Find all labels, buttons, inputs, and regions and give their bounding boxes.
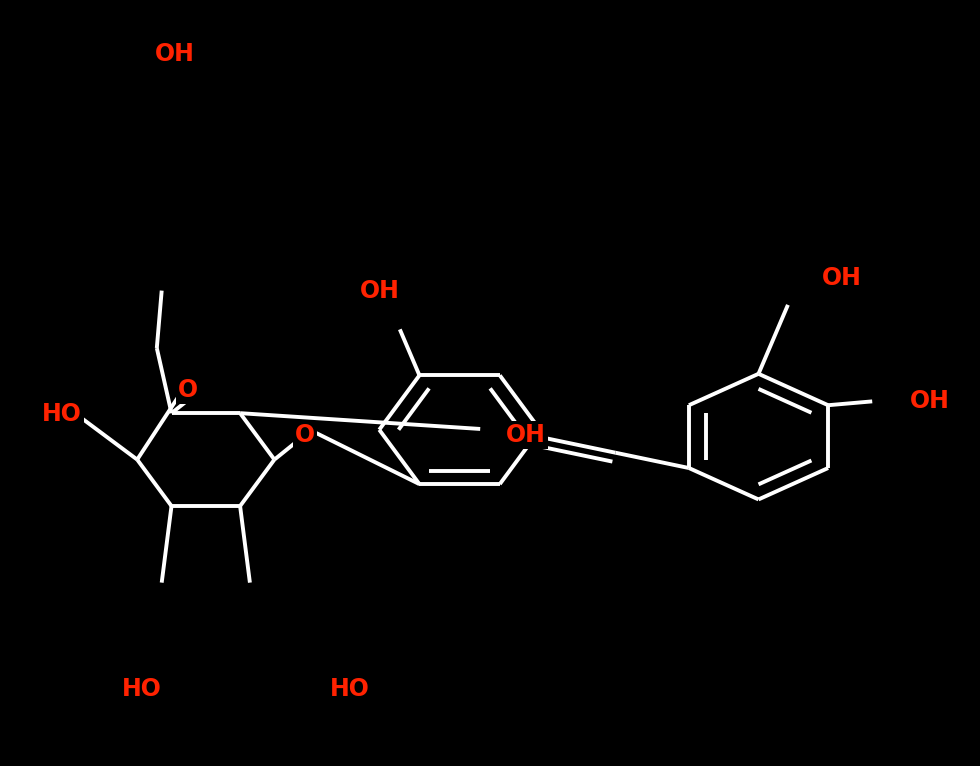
Text: OH: OH	[361, 279, 400, 303]
Text: O: O	[295, 423, 315, 447]
Text: OH: OH	[822, 266, 862, 290]
Text: OH: OH	[155, 41, 194, 66]
Text: OH: OH	[909, 389, 950, 414]
Text: HO: HO	[42, 401, 82, 426]
Text: OH: OH	[506, 423, 546, 447]
Text: HO: HO	[330, 677, 369, 702]
Text: HO: HO	[122, 677, 162, 702]
Text: O: O	[178, 378, 198, 402]
